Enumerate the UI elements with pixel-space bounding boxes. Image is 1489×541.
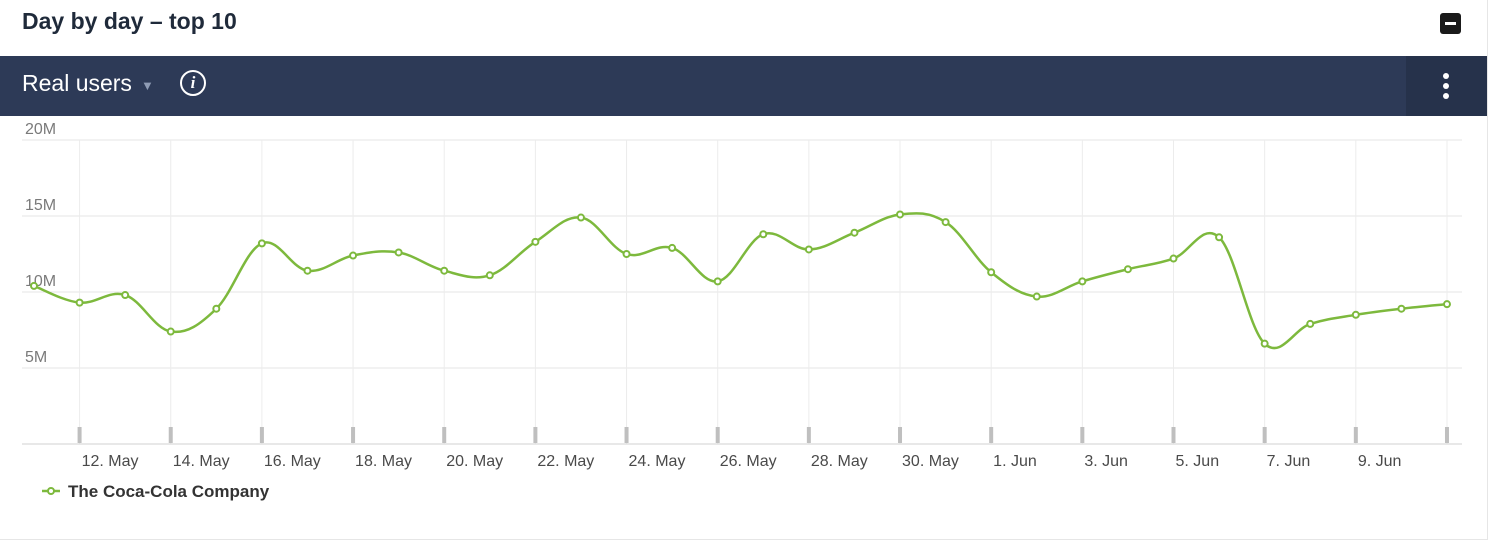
x-tick-label: 12. May: [82, 453, 139, 470]
minus-square-icon[interactable]: [1440, 13, 1461, 34]
data-point: [1260, 339, 1269, 348]
series-layer: [30, 210, 1451, 350]
data-point: [1078, 277, 1087, 286]
data-point: [166, 327, 175, 336]
info-icon[interactable]: i: [180, 70, 206, 96]
x-tick-mark: [1171, 427, 1176, 443]
data-point: [1351, 310, 1360, 319]
data-point: [1032, 292, 1041, 301]
data-point: [121, 291, 130, 300]
metric-toolbar: Real users ▼ i: [0, 56, 1487, 116]
data-point: [759, 230, 768, 239]
data-point: [303, 266, 312, 275]
data-point: [349, 251, 358, 260]
x-tick-mark: [1444, 427, 1449, 443]
menu-dot: [1443, 73, 1449, 79]
kebab-menu-icon[interactable]: [1406, 56, 1487, 116]
x-tick-label: 3. Jun: [1084, 453, 1128, 470]
x-tick-label: 18. May: [355, 453, 412, 470]
data-point: [941, 218, 950, 227]
x-tick-label: 9. Jun: [1358, 453, 1402, 470]
legend[interactable]: The Coca-Cola Company: [42, 482, 270, 501]
x-tick-mark: [1080, 427, 1085, 443]
x-tick-mark: [259, 427, 264, 443]
menu-dot: [1443, 83, 1449, 89]
minus-bar: [1445, 22, 1456, 25]
data-point: [531, 237, 540, 246]
data-point: [804, 245, 813, 254]
x-tick-mark: [1353, 427, 1358, 443]
x-tick-mark: [351, 427, 356, 443]
x-tick-mark: [898, 427, 903, 443]
x-tick-mark: [715, 427, 720, 443]
caret-down-icon[interactable]: ▼: [141, 78, 154, 93]
x-tick-label: 22. May: [537, 453, 594, 470]
data-point: [622, 250, 631, 258]
x-tick-mark: [168, 427, 173, 443]
x-tick-label: 24. May: [629, 453, 686, 470]
data-point: [212, 304, 221, 313]
data-point: [394, 248, 403, 257]
x-tick-mark: [1262, 427, 1267, 443]
x-tick-label: 16. May: [264, 453, 321, 470]
legend-label: The Coca-Cola Company: [68, 482, 270, 501]
data-point: [257, 239, 266, 248]
x-tick-mark: [806, 427, 811, 443]
x-tick-label: 28. May: [811, 453, 868, 470]
data-point: [30, 281, 38, 290]
page-title: Day by day – top 10: [22, 8, 237, 34]
x-tick-label: 30. May: [902, 453, 959, 470]
y-tick-label: 15M: [25, 197, 56, 214]
x-tick-label: 26. May: [720, 453, 777, 470]
data-point: [987, 268, 996, 277]
data-point: [1215, 233, 1224, 242]
x-tick-label: 1. Jun: [993, 453, 1037, 470]
data-point: [485, 271, 494, 280]
data-point: [1306, 319, 1315, 328]
data-point: [1169, 254, 1178, 263]
x-axis: 12. May 14. May 16. May 18. May 20. May 22. M…: [22, 427, 1462, 470]
data-point: [896, 210, 905, 219]
x-tick-label: 14. May: [173, 453, 230, 470]
legend-marker: [47, 487, 55, 495]
data-point: [1442, 300, 1451, 309]
data-point: [1123, 265, 1132, 274]
x-tick-mark: [989, 427, 994, 443]
grid-lines: [22, 139, 1462, 444]
x-tick-mark: [442, 427, 447, 443]
data-point: [850, 228, 859, 237]
x-tick-mark: [533, 427, 538, 443]
y-tick-label: 5M: [25, 349, 47, 366]
metric-selector[interactable]: Real users: [22, 70, 132, 96]
x-tick-mark: [624, 427, 629, 443]
x-tick-label: 5. Jun: [1176, 453, 1220, 470]
data-point: [1397, 304, 1406, 313]
menu-dot: [1443, 93, 1449, 99]
x-tick-label: 7. Jun: [1267, 453, 1311, 470]
data-point: [440, 266, 449, 275]
data-point: [576, 213, 585, 222]
series-line: [33, 212, 1448, 350]
data-point: [713, 277, 722, 286]
x-tick-label: 20. May: [446, 453, 503, 470]
data-point: [668, 243, 677, 252]
x-tick-mark: [77, 427, 82, 443]
data-point: [75, 298, 84, 307]
y-tick-label: 20M: [25, 121, 56, 138]
